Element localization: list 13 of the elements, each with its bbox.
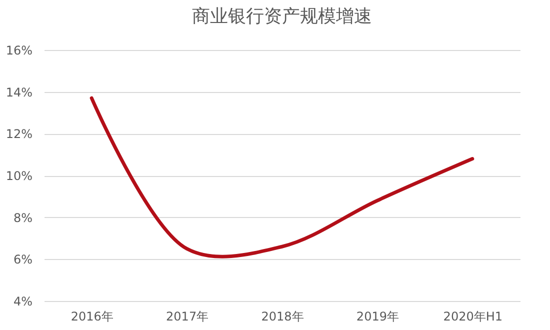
y-tick-label: 4% <box>13 294 32 308</box>
y-tick-label: 10% <box>6 169 32 183</box>
y-tick-label: 8% <box>13 210 32 225</box>
y-tick-label: 12% <box>6 127 32 142</box>
chart-title: 商业银行资产规模增速 <box>192 6 372 27</box>
x-tick-label: 2018年 <box>261 310 304 324</box>
x-tick-label: 2020年H1 <box>443 310 502 324</box>
y-tick-label: 6% <box>13 252 32 267</box>
y-tick-label: 14% <box>6 85 32 100</box>
y-tick-label: 16% <box>6 44 32 58</box>
x-tick-label: 2019年 <box>356 310 399 324</box>
x-tick-label: 2017年 <box>166 310 209 324</box>
x-tick-label: 2016年 <box>70 310 114 324</box>
